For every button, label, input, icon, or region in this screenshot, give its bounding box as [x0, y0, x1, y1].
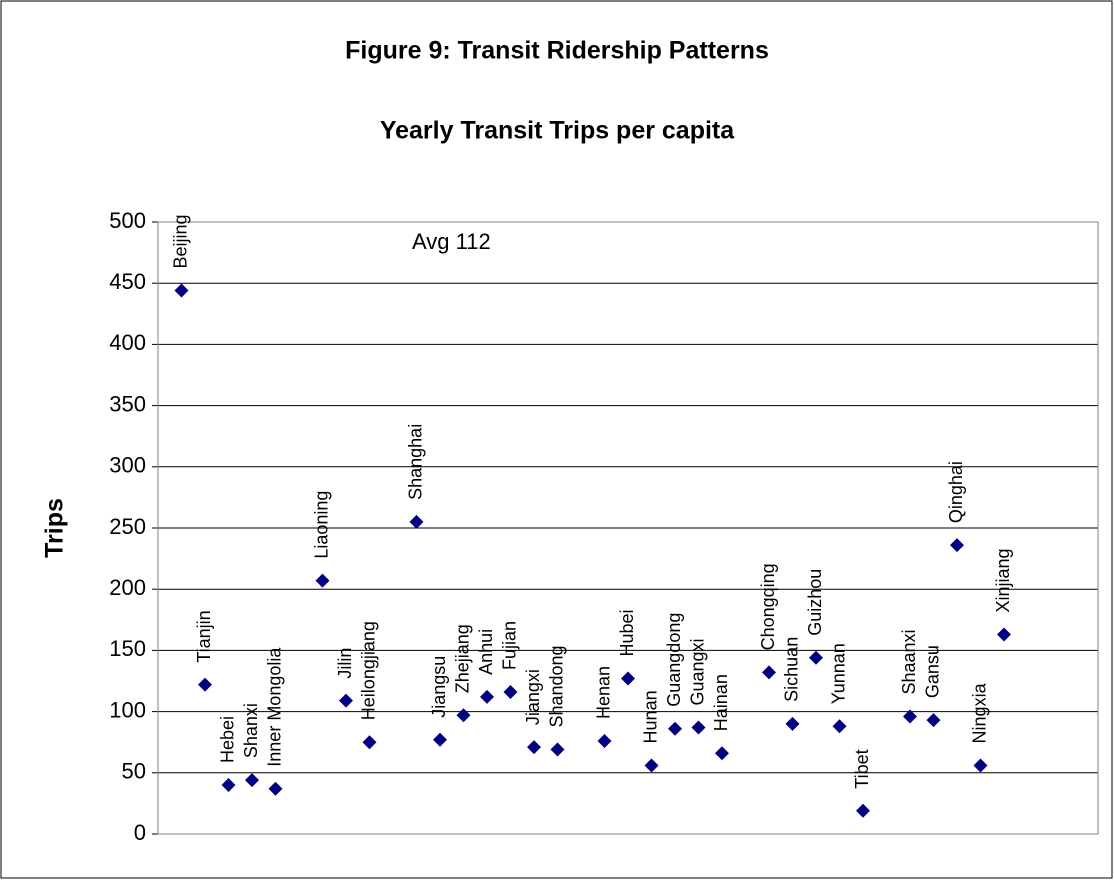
point-label: Hubei — [617, 610, 637, 657]
point-label: Ningxia — [969, 682, 989, 743]
point-label: Guizhou — [805, 569, 825, 636]
annotation: Avg 112 — [412, 229, 491, 254]
y-tick-label: 0 — [134, 820, 146, 845]
y-tick-label: 350 — [109, 391, 146, 416]
y-tick-label: 500 — [109, 208, 146, 233]
y-tick-label: 100 — [109, 697, 146, 722]
y-axis-label: Trips — [41, 498, 69, 558]
plot-area — [157, 221, 1099, 835]
point — [691, 720, 706, 735]
point — [597, 733, 612, 748]
point — [903, 709, 917, 724]
point-label: Inner Mongolia — [264, 647, 284, 767]
y-tick-label: 200 — [109, 575, 146, 600]
point — [997, 627, 1011, 642]
point-label: Yunnan — [828, 643, 848, 704]
point — [456, 708, 471, 723]
point-label: Gansu — [922, 645, 942, 698]
point-label: Henan — [593, 666, 613, 719]
point — [973, 758, 988, 773]
y-tick-label: 300 — [109, 453, 146, 478]
point-label: Qinghai — [946, 461, 966, 523]
point-label: Fujian — [499, 621, 519, 670]
point — [409, 514, 424, 529]
point-label: Tibet — [852, 749, 872, 788]
point-label: Hunan — [640, 690, 660, 743]
point — [715, 746, 729, 761]
point — [856, 803, 870, 818]
chart-subtitle: Yearly Transit Trips per capita — [380, 117, 735, 145]
y-tick-label: 150 — [109, 636, 146, 661]
point-label: Guangdong — [664, 613, 684, 707]
point — [339, 693, 353, 708]
point-label: Jiangsu — [429, 656, 449, 718]
point-label: Anhui — [476, 629, 496, 675]
point — [809, 650, 823, 665]
point-label: Zhejiang — [452, 624, 472, 693]
point-label: Xinjiang — [993, 548, 1013, 612]
point — [527, 740, 541, 755]
point-label: Sichuan — [781, 637, 801, 702]
chart-title: Figure 9: Transit Ridership Patterns — [345, 37, 769, 65]
point — [245, 773, 259, 788]
point — [315, 573, 330, 588]
point — [785, 716, 800, 731]
point — [668, 721, 682, 736]
point-label: Shandong — [546, 645, 566, 727]
point-label: Guangxi — [687, 638, 707, 705]
y-tick-label: 250 — [109, 514, 146, 539]
point — [268, 781, 283, 796]
point — [926, 713, 941, 728]
point — [644, 758, 659, 773]
point-label: Shanxi — [241, 703, 261, 758]
y-tick-label: 450 — [109, 269, 146, 294]
point-label: Tianjin — [194, 610, 214, 662]
y-tick-label: 50 — [122, 759, 146, 784]
point — [832, 719, 847, 734]
y-tick-label: 400 — [109, 330, 146, 355]
point-label: Jiangxi — [523, 669, 543, 725]
point — [762, 665, 776, 680]
point — [362, 735, 377, 750]
point-label: Liaoning — [311, 491, 331, 559]
point-label: Heilongjiang — [358, 621, 378, 720]
point — [550, 742, 565, 757]
point — [221, 778, 236, 793]
point-label: Beijing — [170, 214, 190, 268]
point-label: Shaanxi — [899, 629, 919, 694]
point — [198, 677, 212, 692]
point-label: Chongqing — [758, 563, 778, 650]
point — [174, 283, 189, 298]
point — [433, 732, 447, 747]
point-label: Hainan — [711, 674, 731, 731]
point-label: Jilin — [335, 648, 355, 679]
point — [503, 685, 518, 700]
point — [950, 538, 964, 553]
point — [621, 671, 635, 686]
point — [480, 689, 494, 704]
point-label: Shanghai — [405, 424, 425, 500]
point-label: Hebei — [217, 716, 237, 763]
